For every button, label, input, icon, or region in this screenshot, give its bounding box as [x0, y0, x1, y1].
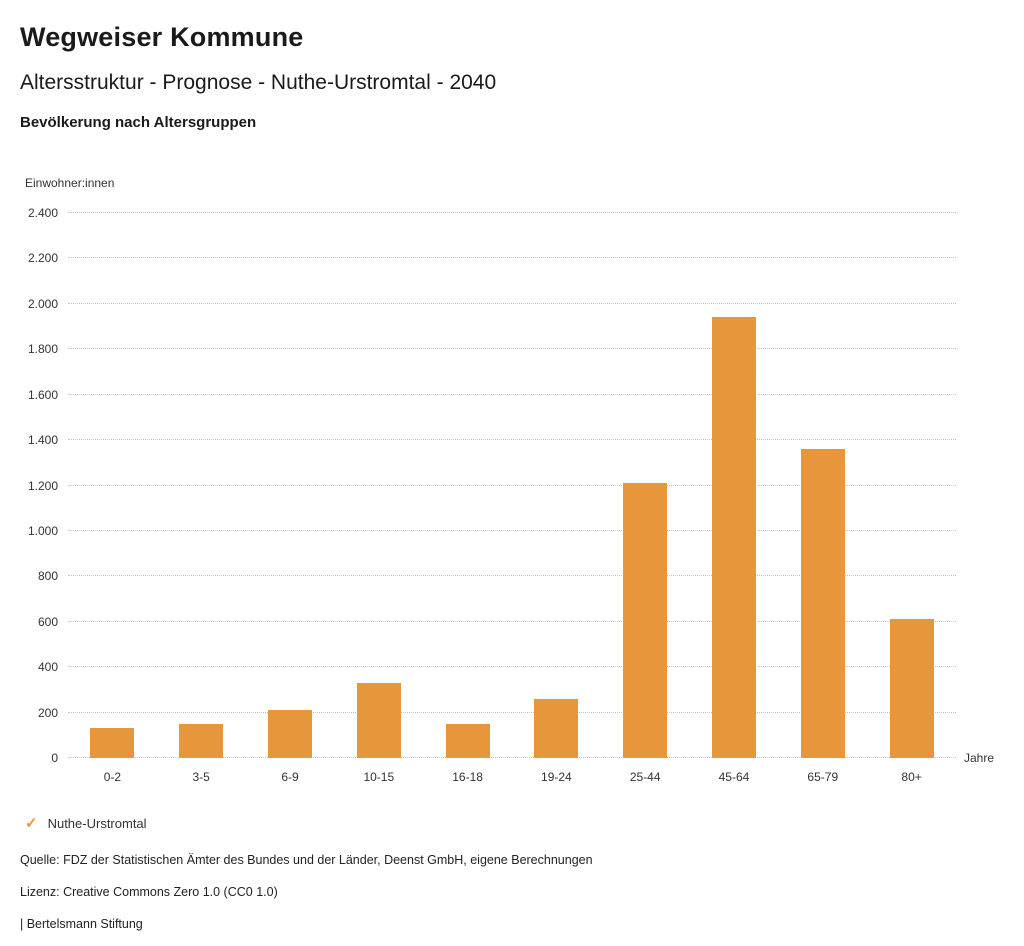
y-axis-tick-label: 1.400	[27, 433, 58, 448]
y-axis-tick-label: 1.200	[27, 478, 58, 493]
chart: Einwohner:innen Jahre 0 200 400 600 800 1.000…	[20, 176, 1004, 784]
gridline	[68, 711, 956, 713]
bar-19-24[interactable]	[534, 698, 579, 758]
y-axis-tick-label: 0	[51, 751, 58, 765]
y-axis-tick-label: 1.000	[27, 523, 58, 538]
gridline	[68, 257, 956, 259]
page-title: Wegweiser Kommune	[20, 22, 304, 52]
license-text: Lizenz: Creative Commons Zero 1.0 (CC0 1…	[20, 885, 278, 899]
legend-item[interactable]: ✓ Nuthe-Urstromtal	[25, 816, 1004, 831]
y-axis-tick-label: 2.400	[27, 206, 58, 220]
y-axis-tick-label: 400	[37, 660, 58, 675]
y-axis-tick-label: 600	[37, 614, 58, 629]
gridline	[68, 529, 956, 531]
bar-10-15[interactable]	[356, 683, 401, 758]
bar-column	[334, 213, 423, 758]
legend-check-icon[interactable]: ✓	[25, 815, 38, 832]
plot-area: Jahre 0 200 400 600 800 1.000 1.200 1.400 1.600 1…	[28, 206, 994, 784]
y-axis-tick-label: 2.000	[27, 296, 58, 311]
gridline	[68, 439, 956, 441]
gridline	[68, 348, 956, 350]
bar-80+[interactable]	[889, 619, 934, 758]
bar-6-9[interactable]	[267, 710, 312, 758]
y-axis-tick-label: 2.200	[27, 251, 58, 266]
bar-column	[778, 213, 867, 758]
y-axis-unit-label: Einwohner:innen	[25, 176, 115, 190]
gridline	[68, 212, 956, 213]
gridline	[68, 575, 956, 577]
chart-heading: Bevölkerung nach Altersgruppen	[20, 114, 257, 131]
x-axis-tick-label: 10-15	[363, 770, 395, 784]
y-axis-tick-label: 1.600	[27, 387, 58, 402]
attribution-text: | Bertelsmann Stiftung	[20, 917, 143, 931]
gridline	[68, 620, 956, 622]
y-axis-tick-label: 200	[37, 705, 58, 720]
bar-column	[601, 213, 690, 758]
bar-column	[512, 213, 601, 758]
gridline	[68, 393, 956, 395]
bar-65-79[interactable]	[800, 449, 845, 758]
gridline	[68, 666, 956, 668]
legend-series-label: Nuthe-Urstromtal	[47, 816, 147, 831]
x-axis-tick-label: 3-5	[192, 770, 210, 784]
y-axis-tick-label: 800	[37, 569, 58, 584]
gridline	[68, 757, 956, 758]
bar-column	[867, 213, 956, 758]
bar-16-18[interactable]	[445, 723, 490, 758]
x-axis-tick-label: 25-44	[629, 770, 661, 784]
bar-column	[157, 213, 246, 758]
bar-45-64[interactable]	[711, 317, 756, 758]
bar-column	[690, 213, 779, 758]
bar-series	[68, 213, 956, 758]
bar-3-5[interactable]	[179, 723, 224, 758]
chart-subtitle: Altersstruktur - Prognose - Nuthe-Urstro…	[20, 71, 497, 94]
x-axis-tick-label: 80+	[901, 770, 922, 784]
x-axis-labels: 0-2 3-5 6-9 10-15 16-18 19-24 25-44 45-64 65-79 8…	[68, 770, 956, 784]
x-axis-tick-label: 45-64	[718, 770, 750, 784]
bar-0-2[interactable]	[90, 728, 135, 758]
bar-25-44[interactable]	[623, 483, 668, 758]
plot-grid: Jahre 0 200 400 600 800 1.000 1.200 1.400 1.600 1…	[28, 206, 994, 765]
x-axis-unit-label: Jahre	[964, 751, 995, 765]
x-axis-tick-label: 0-2	[103, 770, 122, 784]
gridline	[68, 484, 956, 486]
bar-column	[68, 213, 157, 758]
x-axis-tick-label: 19-24	[541, 770, 572, 784]
gridline	[68, 302, 956, 304]
y-axis-tick-label: 1.800	[27, 342, 58, 357]
source-text: Quelle: FDZ der Statistischen Ämter des …	[20, 853, 593, 867]
x-axis-tick-label: 16-18	[452, 770, 483, 784]
bar-column	[423, 213, 512, 758]
bar-column	[246, 213, 335, 758]
x-axis-tick-label: 65-79	[807, 770, 839, 784]
x-axis-tick-label: 6-9	[281, 770, 299, 784]
footer: Quelle: FDZ der Statistischen Ämter des …	[20, 853, 1004, 931]
